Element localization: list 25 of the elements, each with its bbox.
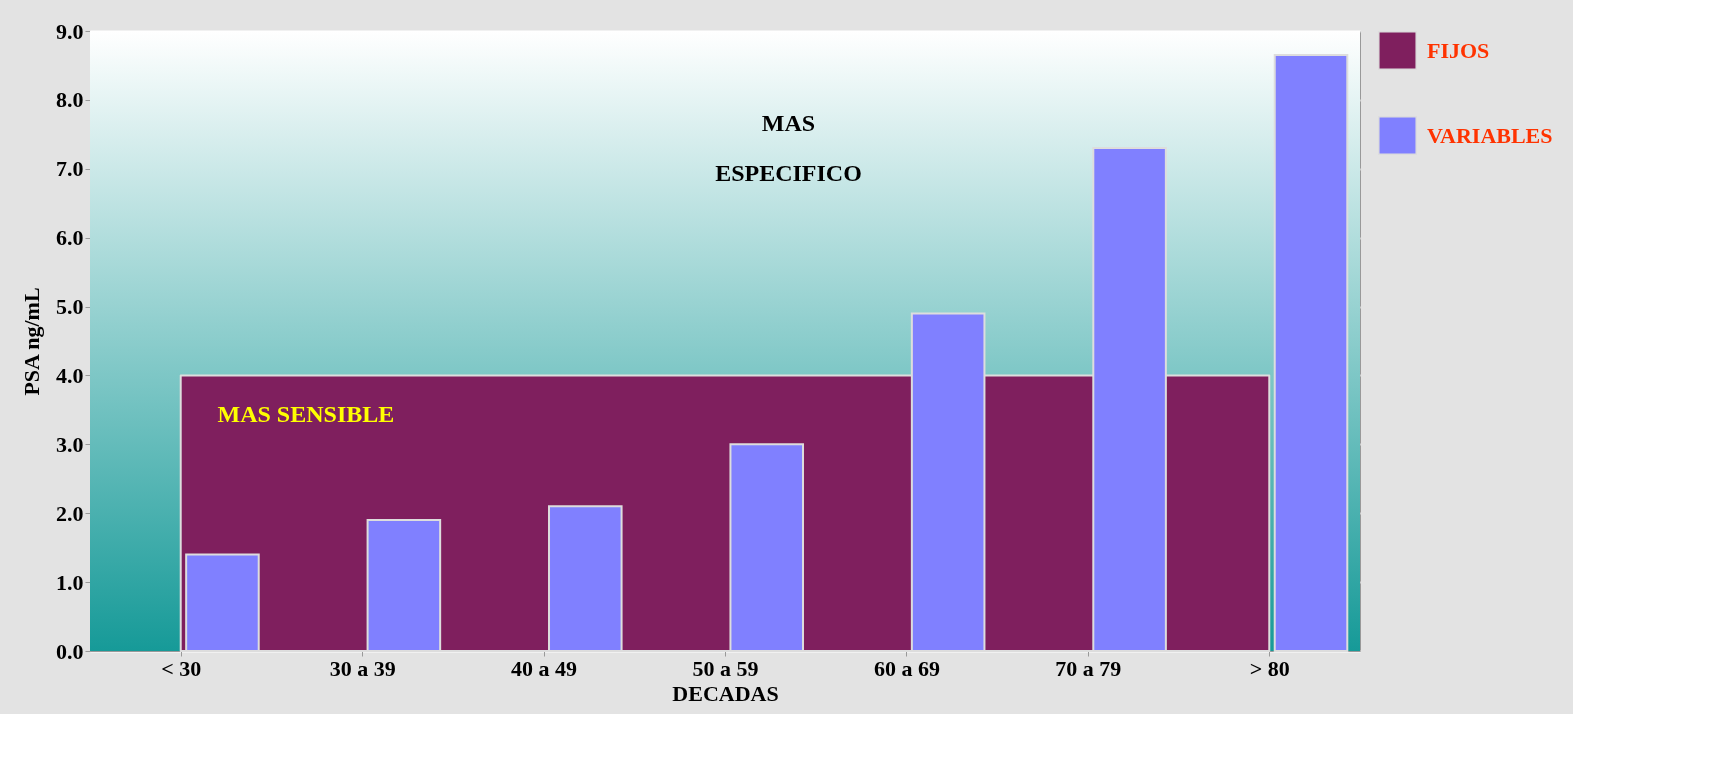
y-tick-label: 9.0 bbox=[56, 18, 84, 44]
x-tick-label: 50 a 59 bbox=[692, 655, 759, 681]
x-tick-label: 60 a 69 bbox=[873, 655, 940, 681]
x-axis-title: DECADAS bbox=[672, 680, 779, 706]
y-tick-label: 7.0 bbox=[56, 156, 84, 182]
y-axis-title: PSA ng/mL bbox=[19, 287, 44, 396]
y-tick-label: 6.0 bbox=[56, 225, 84, 251]
y-tick-label: 0.0 bbox=[56, 638, 84, 664]
x-tick-label: < 30 bbox=[161, 655, 202, 681]
annotation: MAS SENSIBLE bbox=[217, 401, 395, 428]
x-tick-label: > 80 bbox=[1249, 655, 1290, 681]
y-tick-label: 4.0 bbox=[56, 362, 84, 388]
bar bbox=[1273, 54, 1349, 652]
annotation: MAS bbox=[761, 110, 816, 136]
legend-label: FIJOS bbox=[1427, 37, 1490, 63]
x-tick-label: 30 a 39 bbox=[329, 655, 396, 681]
legend-label: VARIABLES bbox=[1427, 122, 1553, 148]
annotation: ESPECIFICO bbox=[715, 159, 862, 186]
y-tick-label: 2.0 bbox=[56, 500, 84, 526]
x-tick-label: 70 a 79 bbox=[1055, 655, 1122, 681]
y-tick-label: 1.0 bbox=[56, 569, 84, 595]
y-tick-label: 8.0 bbox=[56, 87, 84, 113]
y-tick-label: 3.0 bbox=[56, 431, 84, 457]
y-tick-label: 5.0 bbox=[56, 294, 84, 320]
x-tick-label: 40 a 49 bbox=[511, 655, 578, 681]
